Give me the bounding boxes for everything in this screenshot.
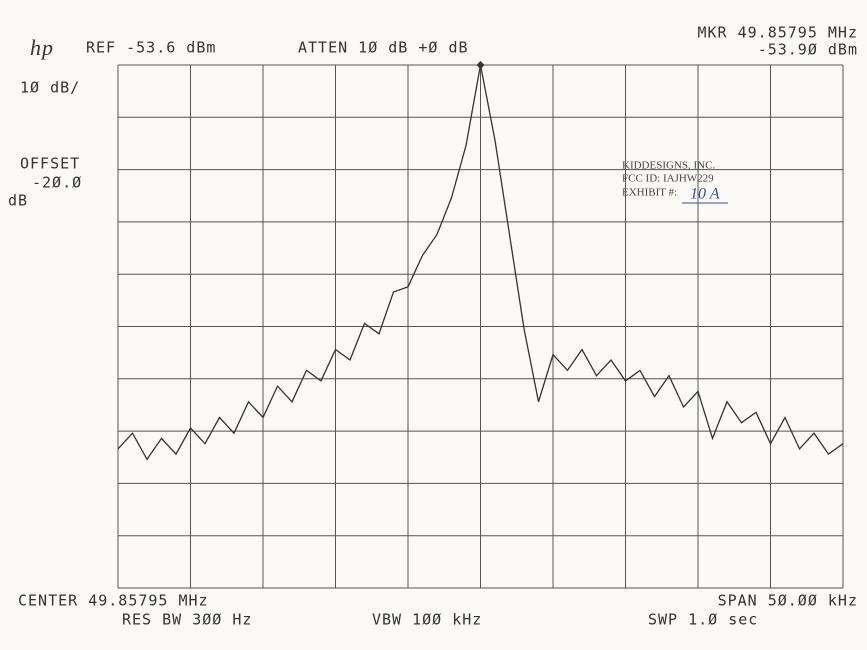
offset-label: OFFSET <box>20 155 80 173</box>
res-bw: RES BW 3ØØ Hz <box>122 611 252 629</box>
stamp-line: FCC ID: IAJHW229 <box>622 173 714 185</box>
scale: 1Ø dB/ <box>20 79 80 97</box>
stamp: KIDDESIGNS, INC. FCC ID: IAJHW229 EXHIBI… <box>618 156 728 208</box>
ref-level: REF -53.6 dBm <box>86 39 216 57</box>
sweep: SWP 1.Ø sec <box>648 611 758 629</box>
vbw: VBW 1ØØ kHz <box>372 611 482 629</box>
offset-unit: dB <box>8 192 28 210</box>
logo: hp <box>30 35 54 60</box>
span: SPAN 5Ø.ØØ kHz <box>718 592 858 610</box>
stamp-line: KIDDESIGNS, INC. <box>622 160 715 172</box>
center-frequency: CENTER 49.85795 MHz <box>18 592 209 610</box>
exhibit-number: 10 A <box>690 186 720 203</box>
stamp-line: EXHIBIT #: <box>622 187 677 199</box>
marker-frequency: MKR 49.85795 MHz <box>698 24 859 42</box>
stamp-box <box>618 156 728 208</box>
attenuation: ATTEN 1Ø dB +Ø dB <box>298 39 469 57</box>
marker <box>476 61 485 69</box>
marker-level: -53.9Ø dBm <box>758 41 858 59</box>
offset-value: -2Ø.Ø <box>32 174 82 192</box>
